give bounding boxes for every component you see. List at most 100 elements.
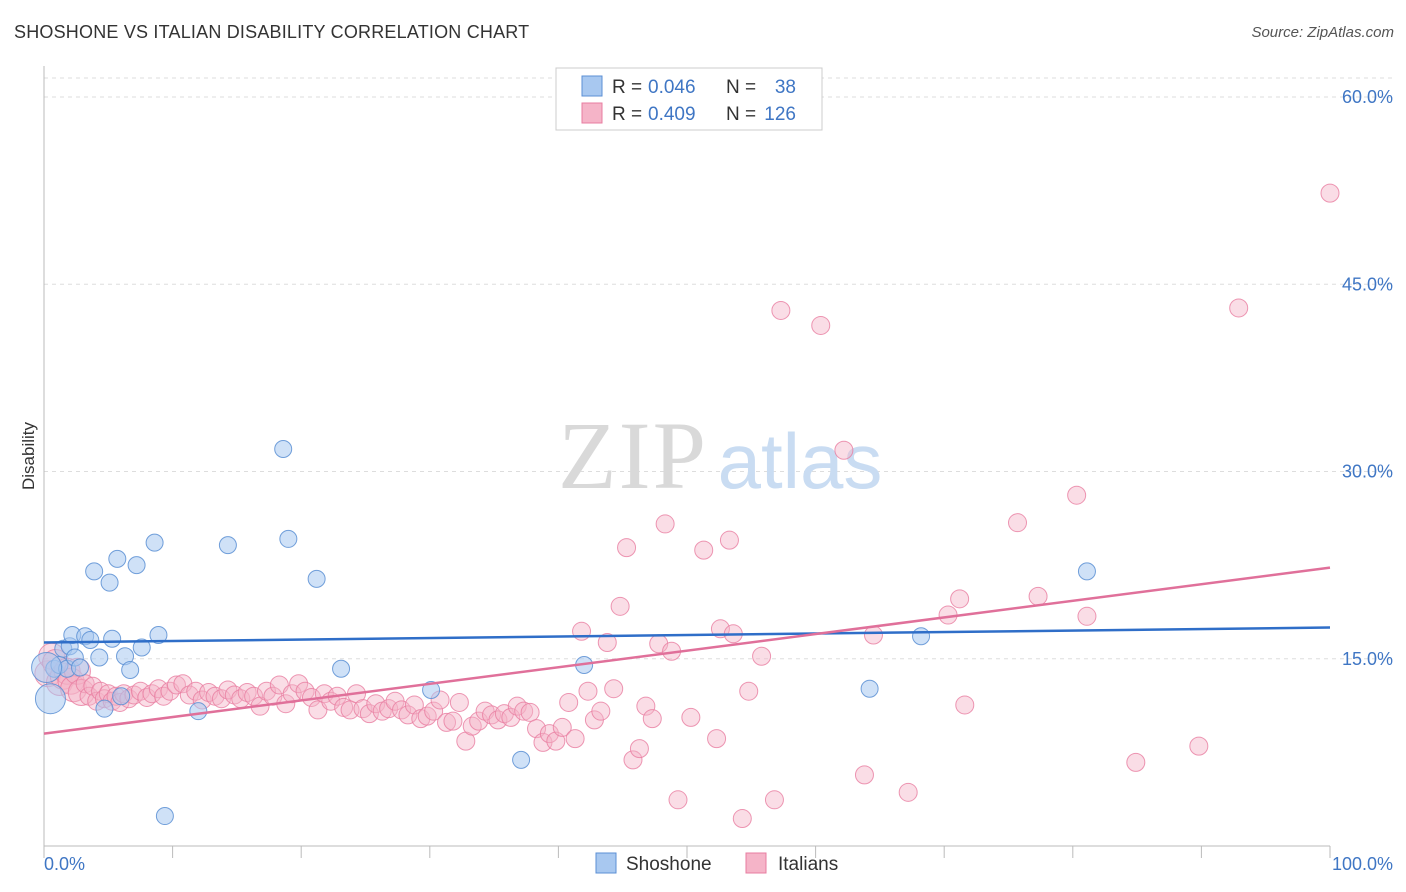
italians-point <box>764 790 784 810</box>
italians-point <box>629 739 649 759</box>
italians-point <box>694 540 714 560</box>
x-tick-label-min: 0.0% <box>44 854 85 874</box>
bottom-legend-swatch-italians <box>745 852 767 874</box>
italians-point <box>898 782 918 802</box>
italians-point <box>289 674 309 694</box>
italians-point <box>398 705 418 725</box>
italians-point <box>514 701 534 721</box>
y-tick-labels: 15.0% 30.0% 45.0% 60.0% <box>1342 87 1393 669</box>
y-axis-label: Disability <box>19 421 38 490</box>
y-tick-label: 15.0% <box>1342 649 1393 669</box>
italians-point <box>578 681 598 701</box>
italians-point <box>572 621 592 641</box>
italians-point <box>1126 752 1146 772</box>
shoshone-point <box>31 651 63 683</box>
legend-swatch-shoshone <box>581 75 603 97</box>
shoshone-point <box>121 660 140 679</box>
italians-point <box>739 681 759 701</box>
legend-n-value-shoshone: 38 <box>775 77 796 98</box>
italians-point <box>437 712 457 732</box>
shoshone-point <box>127 556 146 575</box>
italians-point <box>237 682 257 702</box>
bottom-legend-swatch-shoshone <box>595 852 617 874</box>
italians-point <box>179 685 199 705</box>
italians-point <box>565 729 585 749</box>
italians-point <box>950 589 970 609</box>
shoshone-point <box>189 702 208 721</box>
shoshone-point <box>132 638 151 657</box>
shoshone-point <box>71 658 90 677</box>
italians-point <box>863 625 883 645</box>
italians-point <box>1028 586 1048 606</box>
italians-point <box>449 692 469 712</box>
italians-point <box>752 646 772 666</box>
watermark-atlas: atlas <box>718 417 883 505</box>
shoshone-point <box>512 750 531 769</box>
y-tick-label: 60.0% <box>1342 87 1393 107</box>
italians-point <box>834 440 854 460</box>
shoshone-point <box>85 562 104 581</box>
italians-point <box>392 700 412 720</box>
shoshone-point <box>112 687 131 706</box>
source-label: Source: ZipAtlas.com <box>1251 24 1394 41</box>
x-tick-labels: 0.0% 100.0% <box>44 854 1393 874</box>
watermark: ZIP atlas <box>558 402 882 509</box>
shoshone-point <box>100 573 119 592</box>
italians-point <box>462 716 482 736</box>
italians-point <box>597 633 617 653</box>
italians-point <box>1077 606 1097 626</box>
italians-point <box>668 790 688 810</box>
italians-point <box>1189 736 1209 756</box>
legend-top: R = 0.046 N = 38 R = 0.409 N = 126 <box>555 67 823 131</box>
legend-swatch-italians <box>581 102 603 124</box>
italians-point <box>1008 513 1028 533</box>
legend-r-value-italians: 0.409 <box>648 104 696 125</box>
x-tick-label-max: 100.0% <box>1332 854 1393 874</box>
shoshone-point <box>155 807 174 826</box>
italians-trend-line <box>43 566 1331 735</box>
italians-point <box>681 707 701 727</box>
italians-point <box>710 619 730 639</box>
italians-point <box>591 701 611 721</box>
shoshone-points <box>31 440 1096 826</box>
italians-point <box>552 717 572 737</box>
italians-point <box>617 538 637 558</box>
italians-point <box>610 596 630 616</box>
italians-point <box>244 686 264 706</box>
trend-lines <box>43 566 1331 735</box>
italians-point <box>1229 298 1249 318</box>
bottom-legend-label-italians: Italians <box>778 854 838 875</box>
shoshone-point <box>90 648 109 667</box>
legend-n-value-italians: 126 <box>764 104 796 125</box>
chart-title: SHOSHONE VS ITALIAN DISABILITY CORRELATI… <box>14 22 530 42</box>
legend-bottom: Shoshone Italians <box>595 852 838 875</box>
shoshone-point <box>149 626 168 645</box>
shoshone-point <box>860 679 879 698</box>
shoshone-point <box>34 683 66 715</box>
legend-r-label-italians: R = <box>612 104 642 125</box>
bottom-legend-label-shoshone: Shoshone <box>626 854 712 875</box>
axes <box>43 66 1331 858</box>
legend-n-label-shoshone: N = <box>726 77 756 98</box>
italians-point <box>642 709 662 729</box>
shoshone-point <box>274 440 293 459</box>
shoshone-point <box>279 529 298 548</box>
italians-point <box>636 696 656 716</box>
italians-point <box>1067 485 1087 505</box>
legend-r-label-shoshone: R = <box>612 77 642 98</box>
grid-lines <box>44 77 1394 660</box>
shoshone-point <box>1077 562 1096 581</box>
shoshone-point <box>145 533 164 552</box>
italians-point <box>811 315 831 335</box>
italians-point <box>520 702 540 722</box>
italians-point <box>559 692 579 712</box>
legend-r-value-shoshone: 0.046 <box>648 77 696 98</box>
italians-point <box>417 706 437 726</box>
shoshone-point <box>307 569 326 588</box>
italians-point <box>771 300 791 320</box>
y-tick-label: 30.0% <box>1342 462 1393 482</box>
italians-point <box>719 530 739 550</box>
italians-point <box>604 679 624 699</box>
shoshone-trend-line <box>43 626 1331 644</box>
